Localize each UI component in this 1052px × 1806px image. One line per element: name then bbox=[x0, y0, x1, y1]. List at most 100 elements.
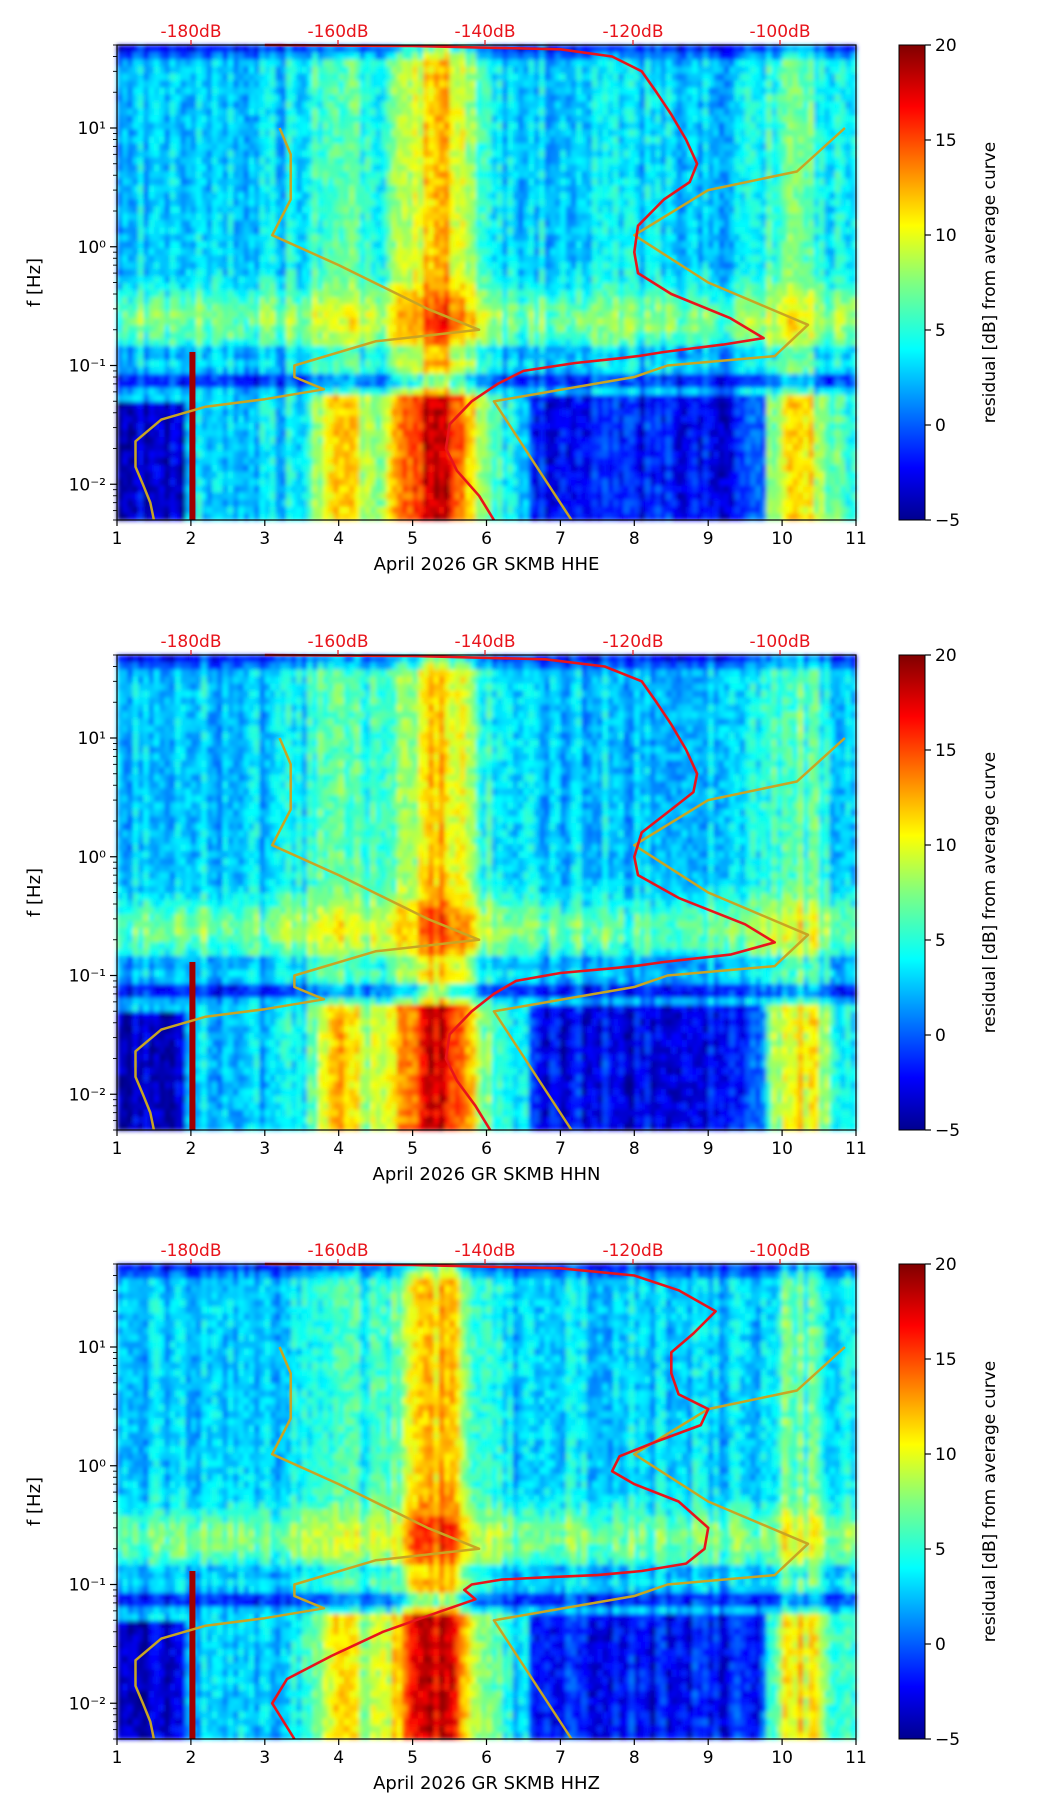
x-tick-label: 6 bbox=[481, 529, 492, 549]
top-tick-label: -100dB bbox=[749, 1241, 810, 1261]
colorbar bbox=[899, 655, 925, 1130]
x-tick-label: 1 bbox=[112, 529, 123, 549]
top-tick-label: -180dB bbox=[160, 632, 221, 652]
colorbar-tick-label: 0 bbox=[935, 1635, 946, 1655]
x-axis-ticks: 1 2 3 4 5 6 7 8 9 10 11 bbox=[112, 520, 867, 549]
y-tick-label: 10⁻² bbox=[69, 1694, 106, 1714]
x-tick-label: 5 bbox=[407, 1748, 418, 1768]
colorbar-tick-label: 20 bbox=[935, 36, 957, 56]
colorbar-label: residual [dB] from average curve bbox=[980, 142, 1000, 423]
x-tick-label: 8 bbox=[629, 1139, 640, 1159]
top-tick-label: -100dB bbox=[749, 632, 810, 652]
colorbar-tick-label: 10 bbox=[935, 226, 957, 246]
x-tick-label: 8 bbox=[629, 1748, 640, 1768]
top-tick-label: -160dB bbox=[307, 632, 368, 652]
top-tick-label: -140dB bbox=[454, 632, 515, 652]
colorbar-label: residual [dB] from average curve bbox=[980, 1361, 1000, 1642]
x-tick-label: 3 bbox=[259, 529, 270, 549]
y-axis-label: f [Hz] bbox=[24, 868, 45, 917]
top-tick-label: -140dB bbox=[454, 1241, 515, 1261]
x-tick-label: 8 bbox=[629, 529, 640, 549]
top-tick-label: -160dB bbox=[307, 22, 368, 42]
x-axis-label: April 2026 GR SKMB HHN bbox=[373, 1164, 601, 1185]
x-tick-label: 4 bbox=[333, 1748, 344, 1768]
x-tick-label: 4 bbox=[333, 529, 344, 549]
x-axis-label: April 2026 GR SKMB HHE bbox=[374, 554, 600, 575]
y-tick-label: 10⁻² bbox=[69, 475, 106, 495]
y-tick-label: 10⁻¹ bbox=[69, 357, 106, 377]
x-tick-label: 1 bbox=[112, 1748, 123, 1768]
x-tick-label: 9 bbox=[703, 1139, 714, 1159]
top-tick-label: -180dB bbox=[160, 22, 221, 42]
colorbar-tick-label: 10 bbox=[935, 1445, 957, 1465]
y-axis-ticks: 10⁻² 10⁻¹ 10⁰ 10¹ bbox=[69, 45, 117, 520]
y-tick-label: 10⁰ bbox=[78, 238, 107, 258]
x-tick-label: 7 bbox=[555, 529, 566, 549]
colorbar bbox=[899, 45, 925, 520]
y-axis-ticks: 10⁻² 10⁻¹ 10⁰ 10¹ bbox=[69, 1264, 117, 1739]
x-tick-label: 10 bbox=[771, 529, 793, 549]
y-tick-label: 10⁰ bbox=[78, 1457, 107, 1477]
x-tick-label: 4 bbox=[333, 1139, 344, 1159]
top-tick-label: -160dB bbox=[307, 1241, 368, 1261]
spectrogram-image bbox=[117, 45, 857, 521]
colorbar-ticks: −5 0 5 10 15 20 bbox=[925, 36, 960, 531]
colorbar-tick-label: 0 bbox=[935, 1026, 946, 1046]
colorbar-tick-label: 10 bbox=[935, 836, 957, 856]
colorbar bbox=[899, 1264, 925, 1739]
x-tick-label: 2 bbox=[185, 1139, 196, 1159]
y-axis-label: f [Hz] bbox=[24, 1477, 45, 1526]
y-tick-label: 10⁻¹ bbox=[69, 1576, 106, 1596]
top-db-ticks: -180dB -160dB -140dB -120dB -100dB bbox=[160, 22, 810, 45]
colorbar-tick-label: 15 bbox=[935, 131, 957, 151]
y-axis-ticks: 10⁻² 10⁻¹ 10⁰ 10¹ bbox=[69, 655, 117, 1130]
colorbar-tick-label: 5 bbox=[935, 321, 946, 341]
colorbar-tick-label: −5 bbox=[935, 1121, 960, 1141]
x-tick-label: 2 bbox=[185, 1748, 196, 1768]
top-db-ticks: -180dB -160dB -140dB -120dB -100dB bbox=[160, 632, 810, 655]
top-tick-label: -180dB bbox=[160, 1241, 221, 1261]
colorbar-tick-label: 5 bbox=[935, 1540, 946, 1560]
colorbar-ticks: −5 0 5 10 15 20 bbox=[925, 646, 960, 1141]
colorbar-tick-label: 15 bbox=[935, 1350, 957, 1370]
colorbar-tick-label: −5 bbox=[935, 1730, 960, 1750]
y-tick-label: 10¹ bbox=[78, 119, 106, 139]
spectrogram-panel-hhn: 1 2 3 4 5 6 7 8 9 10 11 10⁻² 10⁻¹ 10⁰ 10¹ -180dB -160d… bbox=[24, 632, 1000, 1185]
x-tick-label: 3 bbox=[259, 1139, 270, 1159]
y-axis-label: f [Hz] bbox=[24, 258, 45, 307]
y-tick-label: 10⁰ bbox=[78, 848, 107, 868]
top-tick-label: -140dB bbox=[454, 22, 515, 42]
top-tick-label: -120dB bbox=[602, 632, 663, 652]
x-tick-label: 2 bbox=[185, 529, 196, 549]
x-tick-label: 5 bbox=[407, 1139, 418, 1159]
x-tick-label: 3 bbox=[259, 1748, 270, 1768]
top-tick-label: -120dB bbox=[602, 1241, 663, 1261]
y-tick-label: 10¹ bbox=[78, 1338, 106, 1358]
x-tick-label: 10 bbox=[771, 1139, 793, 1159]
x-tick-label: 7 bbox=[555, 1139, 566, 1159]
colorbar-tick-label: 0 bbox=[935, 416, 946, 436]
x-tick-label: 11 bbox=[845, 1748, 867, 1768]
x-tick-label: 1 bbox=[112, 1139, 123, 1159]
colorbar-tick-label: 20 bbox=[935, 646, 957, 666]
y-tick-label: 10⁻² bbox=[69, 1085, 106, 1105]
x-tick-label: 11 bbox=[845, 1139, 867, 1159]
colorbar-ticks: −5 0 5 10 15 20 bbox=[925, 1255, 960, 1750]
x-axis-label: April 2026 GR SKMB HHZ bbox=[373, 1773, 600, 1794]
y-tick-label: 10¹ bbox=[78, 729, 106, 749]
colorbar-tick-label: 15 bbox=[935, 741, 957, 761]
x-tick-label: 7 bbox=[555, 1748, 566, 1768]
spectrogram-image bbox=[117, 1264, 857, 1740]
spectrogram-image bbox=[117, 655, 857, 1131]
colorbar-tick-label: 20 bbox=[935, 1255, 957, 1275]
colorbar-tick-label: −5 bbox=[935, 511, 960, 531]
x-axis-ticks: 1 2 3 4 5 6 7 8 9 10 11 bbox=[112, 1739, 867, 1768]
x-tick-label: 6 bbox=[481, 1139, 492, 1159]
y-tick-label: 10⁻¹ bbox=[69, 967, 106, 987]
x-tick-label: 9 bbox=[703, 529, 714, 549]
x-tick-label: 5 bbox=[407, 529, 418, 549]
colorbar-tick-label: 5 bbox=[935, 931, 946, 951]
